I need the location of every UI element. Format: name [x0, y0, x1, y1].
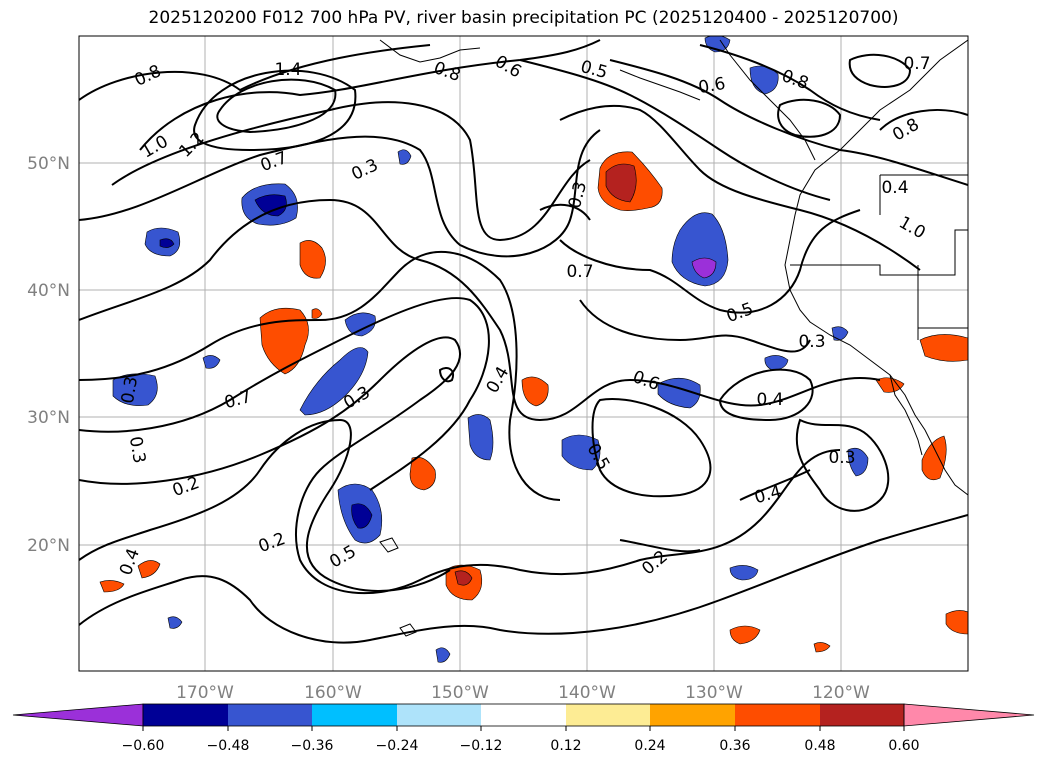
- precip-pos-blob: [605, 163, 637, 203]
- colorbar-tick-label: −0.12: [460, 738, 503, 754]
- precip-neg-blob: [351, 503, 373, 529]
- colorbar-tick-label: −0.48: [207, 738, 250, 754]
- lon-tick-label: 130°W: [685, 683, 743, 700]
- colorbar-segment: [820, 704, 904, 726]
- precip-pos-blob: [99, 580, 125, 593]
- precip-pos-blob: [945, 610, 968, 635]
- colorbar-segment: [650, 704, 735, 726]
- contour-label: 0.7: [566, 262, 593, 282]
- colorbar-tick-label: 0.48: [804, 738, 835, 754]
- colorbar-segment: [566, 704, 650, 726]
- colorbar-segment: [481, 704, 566, 726]
- contour-label: 0.6: [697, 74, 727, 98]
- contour-label: 0.7: [903, 54, 930, 74]
- lat-axis: 50°N 40°N 30°N 20°N: [27, 154, 70, 556]
- precip-pos-blob: [259, 307, 309, 375]
- lat-tick-label: 50°N: [27, 154, 70, 174]
- colorbar-tick-label: 0.12: [550, 738, 581, 754]
- precip-pos-blob: [521, 376, 549, 407]
- colorbar-segment: [228, 704, 312, 726]
- precip-neg-blob: [764, 355, 789, 371]
- precip-pos-blob: [454, 570, 473, 586]
- precip-neg-blob: [167, 616, 183, 629]
- precipitation-field: [99, 36, 968, 663]
- lon-axis: 170°W 160°W 150°W 140°W 130°W 120°W: [176, 683, 870, 700]
- colorbar: −0.60 −0.48 −0.36 −0.24 −0.12 0.12 0.24 0.36 0.4…: [12, 703, 1035, 754]
- precip-pos-blob: [875, 377, 905, 393]
- precip-neg-blob: [159, 238, 175, 248]
- precip-neg-blob: [299, 347, 369, 416]
- colorbar-tick-label: −0.60: [122, 738, 165, 754]
- precip-neg-blob: [254, 194, 287, 217]
- precip-pos-blob: [137, 560, 161, 579]
- colorbar-frame: [142, 703, 905, 727]
- precip-neg-blob: [397, 149, 412, 165]
- precip-neg-blob: [112, 373, 158, 406]
- precip-neg-blob: [344, 312, 376, 337]
- contour-label: 1.4: [274, 60, 301, 80]
- colorbar-segment: [143, 704, 228, 726]
- precip-neg-blob: [202, 355, 221, 369]
- precip-neg-blob: [467, 414, 494, 461]
- map-title: 2025120200 F012 700 hPa PV, river basin …: [148, 8, 899, 28]
- contour-label: 0.4: [756, 390, 783, 410]
- precip-pos-blob: [919, 334, 968, 362]
- precip-neg-blob: [561, 434, 601, 471]
- contour-label: 0.3: [828, 448, 855, 468]
- colorbar-tick-label: −0.24: [376, 738, 419, 754]
- lat-tick-label: 20°N: [27, 536, 70, 556]
- precip-neg-blob: [691, 257, 717, 279]
- lon-tick-label: 160°W: [304, 683, 362, 700]
- lat-tick-label: 30°N: [27, 408, 70, 428]
- colorbar-tick-label: 0.60: [888, 738, 919, 754]
- contour-label: 0.3: [125, 435, 149, 465]
- map-panel: 0.8 1.4 0.8 0.6 0.50.6 0.80.70.81.0 1.20.7 0.30…: [27, 35, 969, 700]
- contour-label: 0.3: [118, 375, 142, 405]
- precip-pos-blob: [813, 642, 831, 653]
- colorbar-tick-label: 0.24: [634, 738, 665, 754]
- colorbar-tick-label: 0.36: [719, 738, 750, 754]
- precip-neg-blob: [831, 326, 849, 341]
- lon-tick-label: 140°W: [558, 683, 616, 700]
- colorbar-segment: [735, 704, 820, 726]
- precip-pos-blob: [409, 456, 436, 491]
- lon-tick-label: 120°W: [812, 683, 870, 700]
- lon-tick-label: 150°W: [431, 683, 489, 700]
- lat-tick-label: 40°N: [27, 281, 70, 301]
- precip-neg-blob: [435, 647, 451, 663]
- precip-neg-blob: [847, 447, 869, 477]
- colorbar-segment: [397, 704, 481, 726]
- pv-contours: [79, 39, 968, 644]
- colorbar-segment: [312, 704, 397, 726]
- precip-pos-blob: [311, 308, 323, 319]
- map-frame: [78, 35, 969, 672]
- precip-pos-blob: [729, 625, 761, 645]
- contour-label: 0.4: [881, 178, 908, 198]
- precip-pos-blob: [299, 240, 326, 279]
- colorbar-extend-min: [12, 703, 144, 727]
- colorbar-extend-max: [903, 703, 1035, 727]
- lon-tick-label: 170°W: [176, 683, 234, 700]
- colorbar-tick-label: −0.36: [291, 738, 334, 754]
- precip-neg-blob: [729, 565, 759, 581]
- contour-label: 0.3: [798, 332, 825, 352]
- coastlines: [379, 39, 968, 637]
